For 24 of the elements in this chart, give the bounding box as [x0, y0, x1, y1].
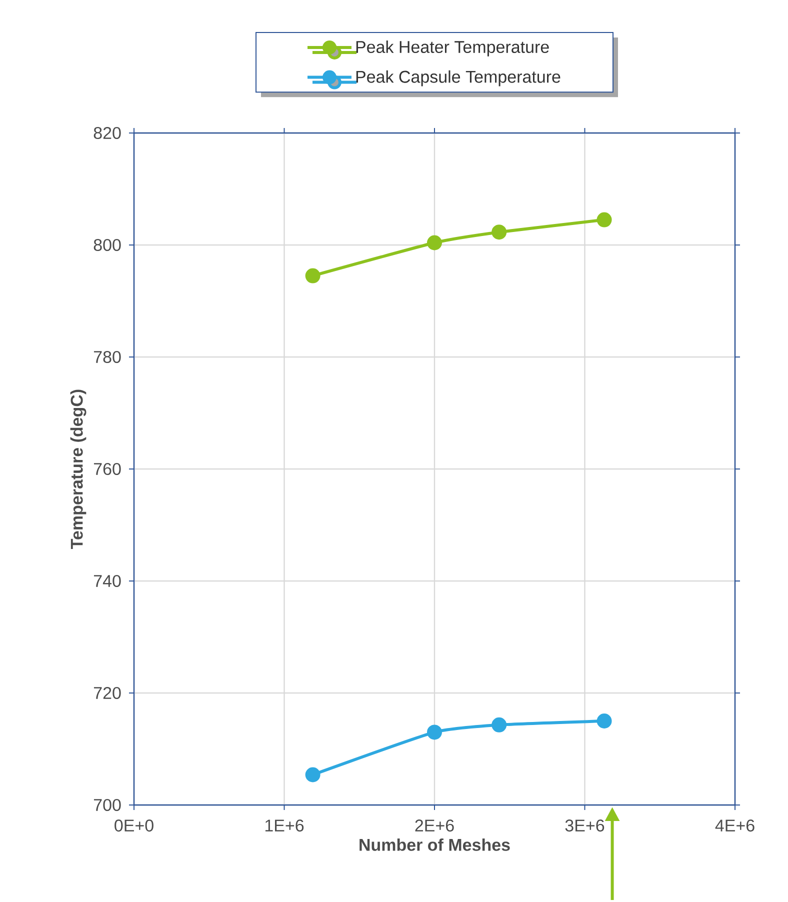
point [596, 212, 612, 228]
y-tick-label: 780 [94, 350, 121, 364]
y-tick-label: 800 [94, 238, 121, 252]
point [596, 714, 612, 728]
x-tick-label: 1E+6 [265, 820, 304, 832]
x-axis-title: Number of Meshes [360, 838, 510, 851]
point [305, 767, 320, 782]
y-tick-label: 760 [94, 462, 121, 476]
point [492, 224, 507, 240]
point [305, 268, 320, 284]
legend-label: Peak Capsule Temperature [356, 70, 560, 86]
legend-label: Peak Heater Temperature [356, 40, 549, 56]
x-tick-label: 2E+6 [415, 820, 454, 832]
point [492, 717, 507, 732]
x-tick-label: 4E+6 [715, 820, 754, 832]
y-axis-title: Temperature (degC) [70, 390, 86, 549]
point [427, 235, 442, 250]
x-tick-label: 0E+0 [114, 820, 154, 832]
point [427, 724, 442, 740]
y-tick-label: 820 [94, 126, 121, 140]
y-tick-label: 740 [94, 574, 121, 588]
x-tick-label: 3E+6 [565, 820, 604, 832]
y-tick-label: 700 [94, 798, 121, 812]
y-tick-label: 720 [94, 686, 121, 700]
